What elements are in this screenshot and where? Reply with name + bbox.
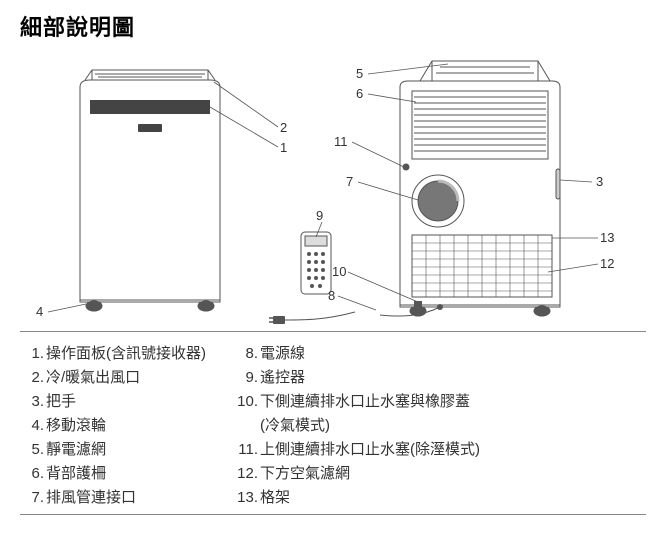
legend-item: 5.靜電濾網 [20,438,206,462]
legend-item: 11.上側連續排水口止水塞(除溼模式) [234,438,480,462]
callout-12: 12 [600,256,614,271]
legend-item: 7.排風管連接口 [20,486,206,510]
callout-4: 4 [36,304,43,319]
legend-item: 2.冷/暖氣出風口 [20,366,206,390]
legend-item: 9.遙控器 [234,366,480,390]
legend-num: 12. [234,462,258,486]
callout-9: 9 [316,208,323,223]
legend-num: 7. [20,486,44,510]
legend-text: 電源線 [260,345,305,362]
legend-item: 8.電源線 [234,342,480,366]
legend-col-right: 8.電源線9.遙控器10.下側連續排水口止水塞與橡膠蓋(冷氣模式)11.上側連續… [234,342,480,510]
legend-num: 11. [234,438,258,462]
legend-num: 9. [234,366,258,390]
legend-text: 下方空氣濾網 [260,465,350,482]
legend: 1.操作面板(含訊號接收器)2.冷/暖氣出風口3.把手4.移動滾輪5.靜電濾網6… [20,338,646,515]
callout-3: 3 [596,174,603,189]
callout-13: 13 [600,230,614,245]
legend-num: 13. [234,486,258,510]
legend-text: 靜電濾網 [46,441,106,458]
legend-item: 13.格架 [234,486,480,510]
diagram-area: 2 1 4 5 6 11 7 9 10 8 3 13 12 [20,52,646,332]
legend-text: 排風管連接口 [46,489,136,506]
legend-text: 下側連續排水口止水塞與橡膠蓋 [260,393,470,410]
legend-col-left: 1.操作面板(含訊號接收器)2.冷/暖氣出風口3.把手4.移動滾輪5.靜電濾網6… [20,342,206,510]
legend-item: 1.操作面板(含訊號接收器) [20,342,206,366]
legend-num: 10. [234,390,258,414]
legend-num: 8. [234,342,258,366]
legend-item: 10.下側連續排水口止水塞與橡膠蓋 [234,390,480,414]
legend-item: 3.把手 [20,390,206,414]
back-unit-drawing [370,57,600,327]
legend-text: (冷氣模式) [260,417,330,434]
legend-num: 4. [20,414,44,438]
legend-item: 12.下方空氣濾網 [234,462,480,486]
legend-item: (冷氣模式) [234,414,480,438]
legend-text: 上側連續排水口止水塞(除溼模式) [260,441,480,458]
legend-text: 移動滾輪 [46,417,106,434]
legend-text: 把手 [46,393,76,410]
legend-num: 3. [20,390,44,414]
legend-num: 1. [20,342,44,366]
legend-text: 格架 [260,489,290,506]
remote-and-cord [265,212,385,332]
legend-item: 6.背部護柵 [20,462,206,486]
legend-num: 5. [20,438,44,462]
legend-item: 4.移動滾輪 [20,414,206,438]
front-unit-drawing [50,62,250,322]
page-title: 細部說明圖 [20,10,646,42]
legend-text: 操作面板(含訊號接收器) [46,345,206,362]
legend-text: 背部護柵 [46,465,106,482]
callout-11: 11 [334,134,348,149]
callout-2: 2 [280,120,287,135]
legend-num: 2. [20,366,44,390]
callout-7: 7 [346,174,353,189]
callout-8: 8 [328,288,335,303]
callout-1: 1 [280,140,287,155]
callout-5: 5 [356,66,363,81]
callout-6: 6 [356,86,363,101]
legend-text: 遙控器 [260,369,305,386]
legend-text: 冷/暖氣出風口 [46,369,140,386]
legend-num: 6. [20,462,44,486]
callout-10: 10 [332,264,346,279]
